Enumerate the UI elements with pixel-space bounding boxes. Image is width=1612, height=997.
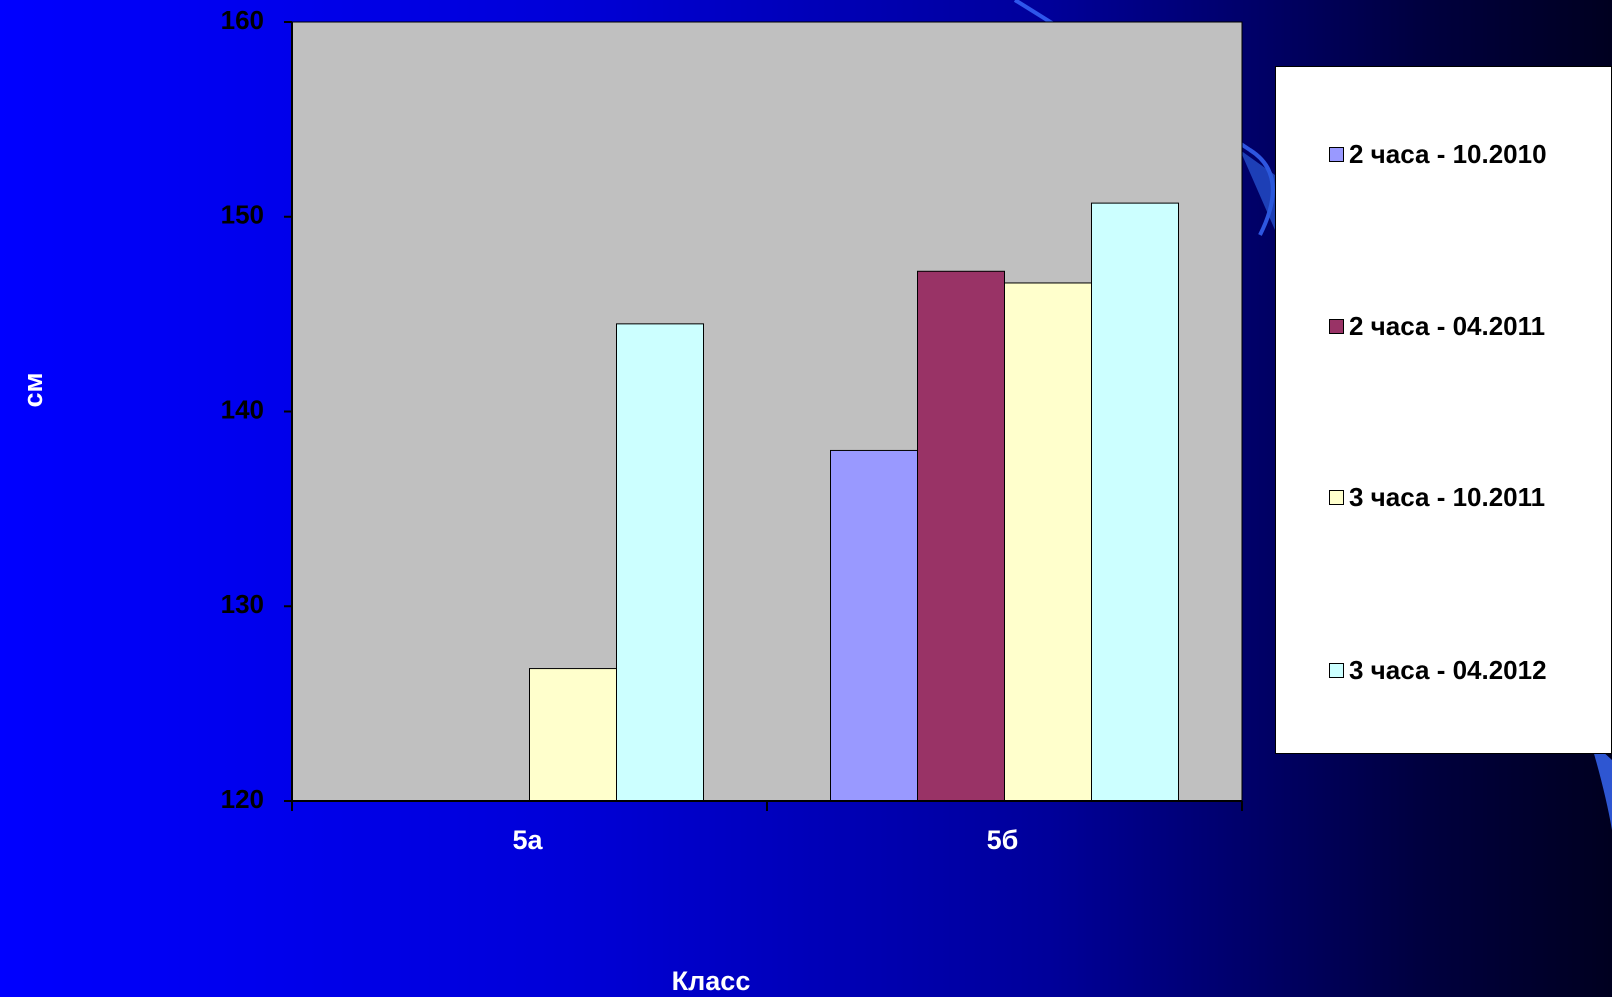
bar — [830, 449, 918, 802]
legend-item: 2 часа - 10.2010 — [1329, 139, 1547, 170]
bar — [529, 668, 617, 802]
y-tick-label: 160 — [221, 5, 264, 35]
legend-label: 3 часа - 10.2011 — [1349, 482, 1546, 512]
legend-swatch — [1329, 319, 1344, 334]
legend-label: 2 часа - 04.2011 — [1349, 311, 1546, 341]
legend-swatch — [1329, 663, 1344, 678]
legend-item: 2 часа - 04.2011 — [1329, 311, 1545, 342]
legend-item: 3 часа - 10.2011 — [1329, 482, 1545, 513]
legend-item: 3 часа - 04.2012 — [1329, 655, 1547, 686]
bar — [616, 323, 704, 802]
x-category-label: 5а — [512, 825, 543, 855]
legend-swatch — [1329, 490, 1344, 505]
legend-label: 3 часа - 04.2012 — [1349, 655, 1547, 685]
chart-legend: 2 часа - 10.2010 2 часа - 04.2011 3 часа… — [1275, 66, 1612, 754]
legend-swatch — [1329, 147, 1344, 162]
bar — [917, 270, 1005, 802]
y-tick-label: 140 — [221, 394, 264, 424]
x-axis-title: Класс — [672, 966, 751, 996]
bar — [1091, 202, 1179, 802]
y-tick-label: 120 — [221, 784, 264, 814]
x-category-label: 5б — [987, 825, 1019, 855]
y-tick-label: 150 — [221, 200, 264, 230]
y-axis-title: см — [18, 373, 48, 408]
bar — [1004, 282, 1092, 802]
y-tick-label: 130 — [221, 589, 264, 619]
legend-label: 2 часа - 10.2010 — [1349, 139, 1547, 169]
